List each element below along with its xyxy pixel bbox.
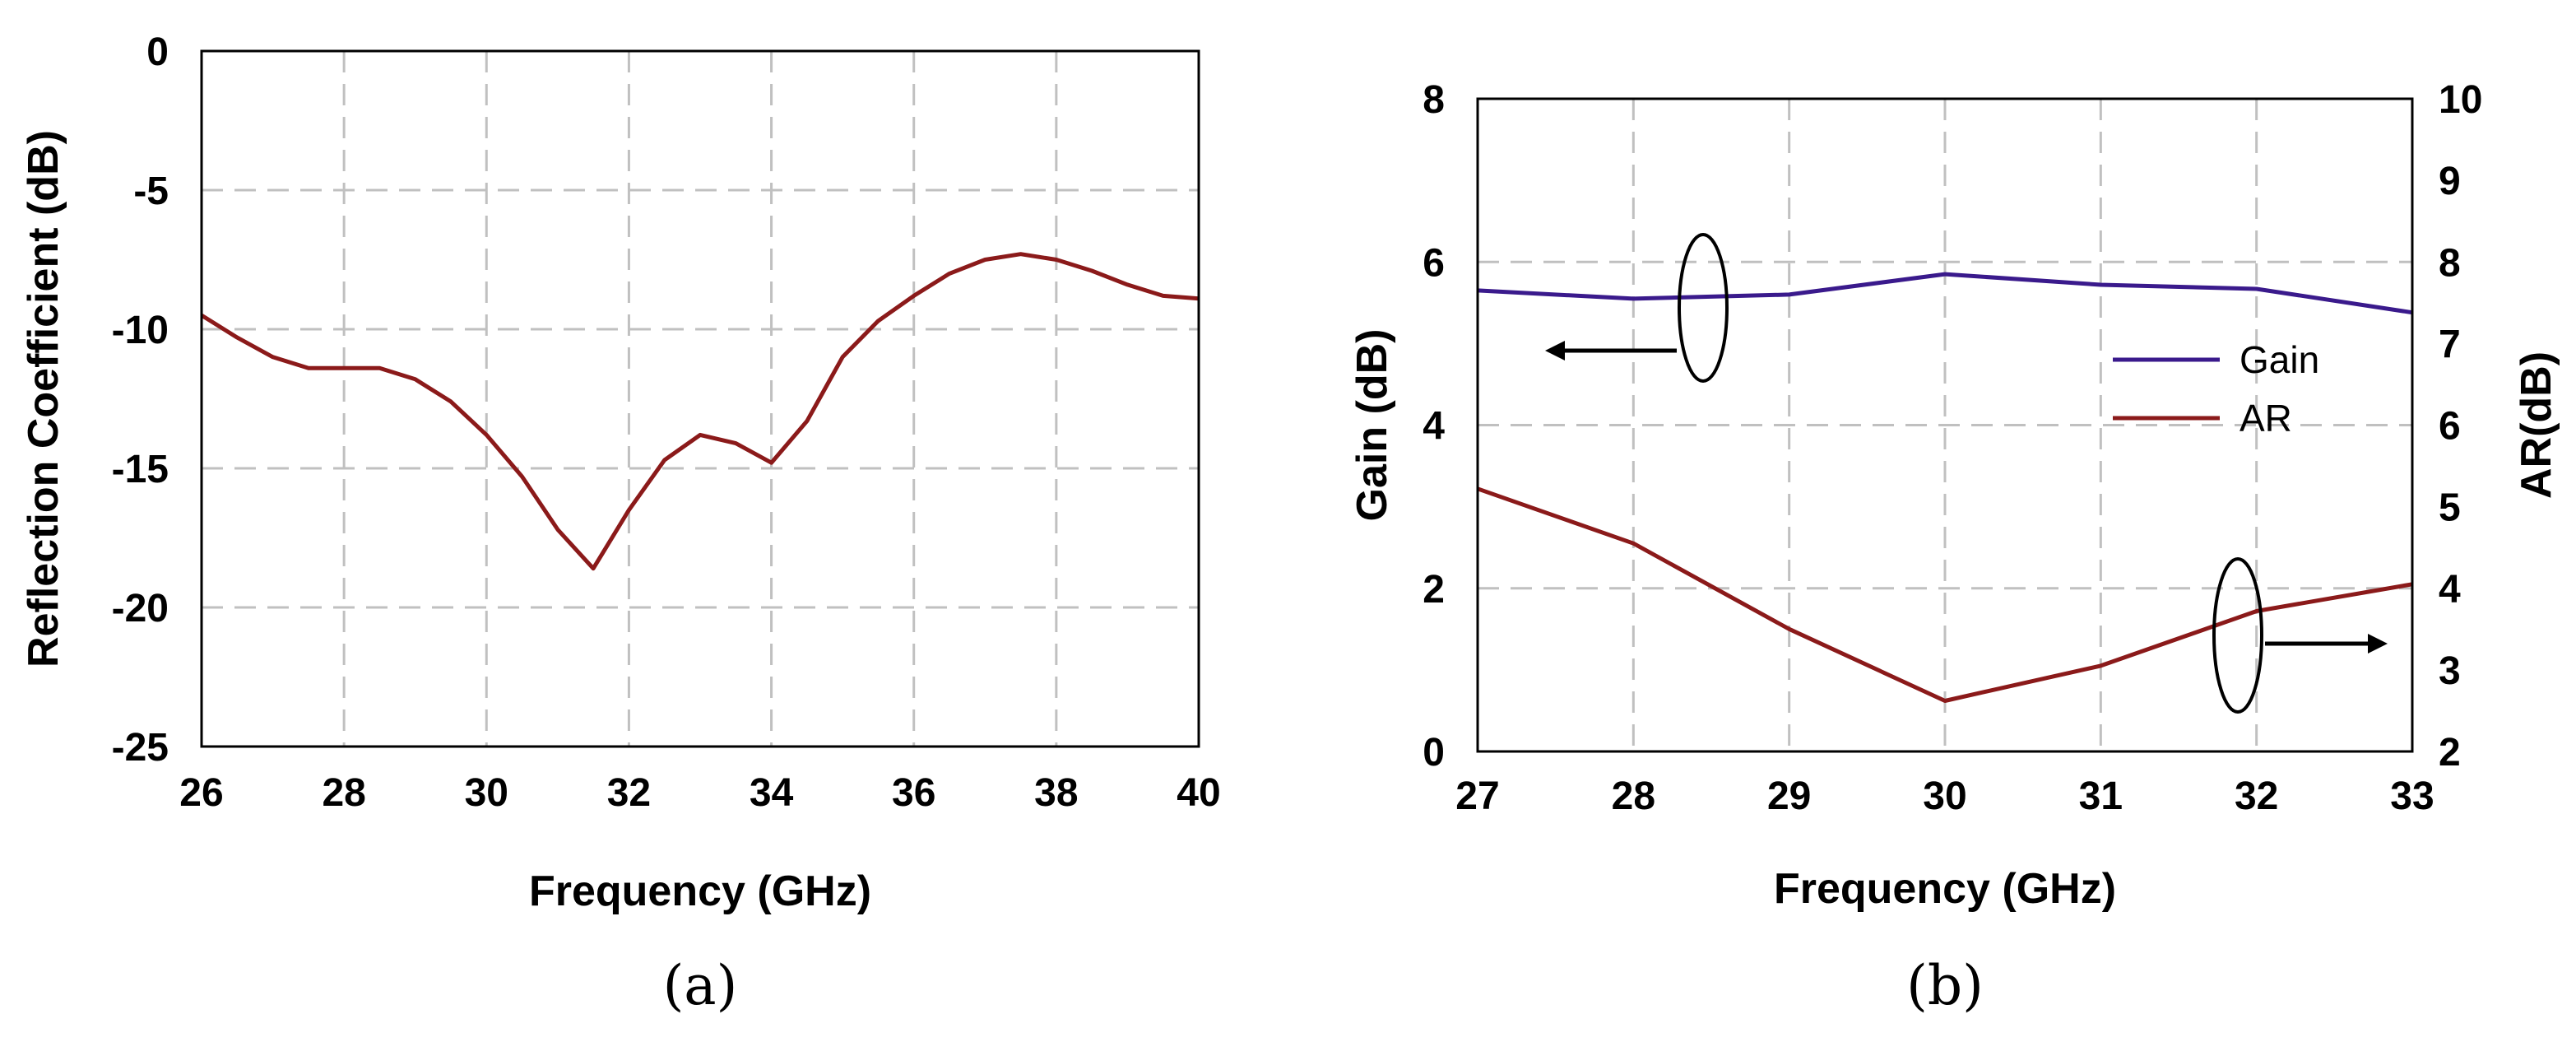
panel-a-y-axis-label: Reflection Coefficient (dB) bbox=[20, 130, 67, 668]
panel-a-y-tick-label: -5 bbox=[133, 170, 169, 213]
panel-a-y-tick-label: -10 bbox=[112, 309, 169, 352]
panel-b-x-tick-label: 33 bbox=[2390, 775, 2434, 818]
panel-a-x-tick-label: 32 bbox=[607, 771, 651, 815]
panel-b-left-y-tick-labels: 0 2 4 6 8 bbox=[1423, 78, 1445, 775]
legend-ar-label: AR bbox=[2239, 397, 2292, 440]
panel-b-left-y-axis-label: Gain (dB) bbox=[1348, 329, 1396, 522]
panel-b-right-y-tick-label: 8 bbox=[2439, 241, 2461, 285]
panel-a-y-tick-label: -25 bbox=[112, 726, 169, 770]
panel-a-x-tick-label: 26 bbox=[179, 771, 223, 815]
ar-annotation-ellipse bbox=[2212, 557, 2263, 714]
panel-a-y-tick-label: -20 bbox=[112, 587, 169, 630]
panel-a-x-tick-label: 28 bbox=[322, 771, 365, 815]
panel-a-x-tick-label: 36 bbox=[892, 771, 935, 815]
panel-a-x-axis-label: Frequency (GHz) bbox=[529, 868, 871, 915]
panel-b-right-y-tick-label: 7 bbox=[2439, 323, 2461, 366]
panel-a-x-tick-label: 30 bbox=[465, 771, 508, 815]
gain-annotation-ellipse bbox=[1678, 233, 1729, 383]
panel-b-left-y-tick-label: 6 bbox=[1423, 241, 1445, 285]
panel-a-series-line bbox=[200, 252, 1200, 571]
legend-gain-label: Gain bbox=[2239, 338, 2319, 381]
panel-a-x-tick-label: 34 bbox=[750, 771, 794, 815]
panel-a-x-tick-label: 40 bbox=[1177, 771, 1220, 815]
panel-b-plot-frame bbox=[1476, 97, 2414, 753]
ar-axis-annotation bbox=[2212, 557, 2388, 714]
panel-b-right-y-tick-label: 9 bbox=[2439, 160, 2461, 203]
gain-annotation-arrowhead bbox=[1545, 341, 1565, 361]
panel-b-right-y-axis-label: AR(dB) bbox=[2513, 351, 2560, 499]
panel-b-right-y-tick-label: 3 bbox=[2439, 649, 2461, 693]
panel-b-x-tick-labels: 27 28 29 30 31 32 33 bbox=[1455, 775, 2434, 818]
panel-b-x-tick-label: 28 bbox=[1612, 775, 1655, 818]
panel-b-chart: 27 28 29 30 31 32 33 0 2 4 6 8 2 3 4 5 6 7 8 9 10 Frequenc… bbox=[1348, 78, 2560, 1017]
panel-b-right-y-tick-label: 6 bbox=[2439, 405, 2461, 449]
panel-b-right-y-tick-label: 5 bbox=[2439, 486, 2461, 530]
panel-a-chart: 26 28 30 32 34 36 38 40 0 -5 -10 -15 -20 -25 Frequen… bbox=[20, 30, 1221, 1017]
panel-b-left-y-tick-label: 4 bbox=[1423, 405, 1445, 449]
panel-a-caption: (a) bbox=[663, 954, 738, 1017]
panel-b-right-y-tick-labels: 2 3 4 5 6 7 8 9 10 bbox=[2439, 78, 2482, 775]
panel-b-grid bbox=[1478, 99, 2412, 751]
panel-a-y-tick-labels: 0 -5 -10 -15 -20 -25 bbox=[112, 30, 169, 770]
panel-b-x-tick-label: 27 bbox=[1455, 775, 1499, 818]
ar-annotation-arrowhead bbox=[2368, 634, 2388, 654]
panel-b-left-y-tick-label: 0 bbox=[1423, 731, 1445, 775]
panel-b-ar-line bbox=[1477, 486, 2413, 703]
panel-b-x-tick-label: 31 bbox=[2079, 775, 2123, 818]
panel-b-x-tick-label: 29 bbox=[1767, 775, 1811, 818]
panel-b-legend: Gain AR bbox=[2113, 338, 2319, 440]
panel-b-right-y-tick-label: 10 bbox=[2439, 78, 2482, 122]
panel-b-gain-line bbox=[1477, 272, 2413, 315]
panel-a-y-tick-label: 0 bbox=[146, 30, 169, 74]
panel-b-left-y-tick-label: 8 bbox=[1423, 78, 1445, 122]
panel-b-x-axis-label: Frequency (GHz) bbox=[1774, 865, 2116, 913]
panel-b-caption: (b) bbox=[1906, 954, 1984, 1017]
panel-a-x-tick-label: 38 bbox=[1034, 771, 1078, 815]
panel-b-left-y-tick-label: 2 bbox=[1423, 568, 1445, 612]
panel-b-right-y-tick-label: 4 bbox=[2439, 568, 2461, 612]
panel-b-x-tick-label: 30 bbox=[1923, 775, 1966, 818]
panel-a-y-tick-label: -15 bbox=[112, 448, 169, 491]
panel-a-plot-frame bbox=[200, 49, 1200, 748]
panel-a-x-tick-labels: 26 28 30 32 34 36 38 40 bbox=[179, 771, 1220, 815]
panel-b-right-y-tick-label: 2 bbox=[2439, 731, 2461, 775]
panel-a-grid bbox=[202, 51, 1199, 747]
panel-b-x-tick-label: 32 bbox=[2235, 775, 2278, 818]
gain-axis-annotation bbox=[1545, 233, 1729, 383]
